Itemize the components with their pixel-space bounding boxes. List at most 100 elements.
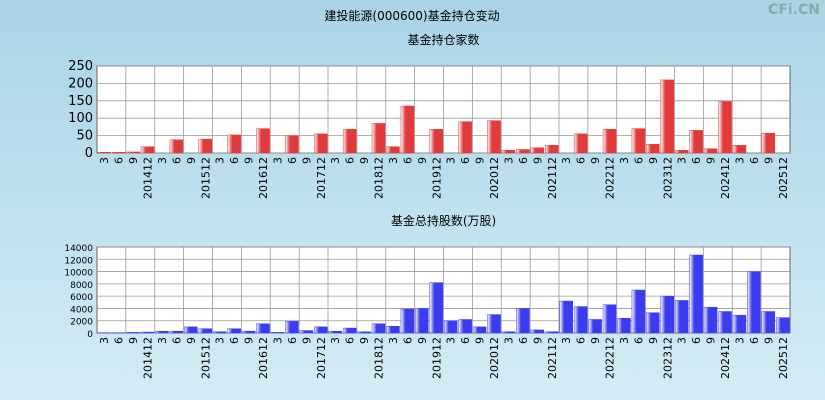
bar — [458, 121, 472, 154]
x-tick-label: 3 — [560, 157, 573, 164]
bar — [357, 331, 371, 334]
x-tick-label: 3 — [271, 337, 284, 344]
bar — [776, 317, 790, 334]
bar — [545, 331, 559, 334]
x-tick-label: 9 — [185, 337, 198, 344]
bar — [573, 306, 588, 334]
bar — [660, 295, 675, 334]
x-tick-label: 6 — [344, 337, 357, 344]
x-tick-label: 3 — [502, 157, 515, 164]
x-tick-label: 6 — [575, 157, 588, 164]
y-tick-label: 200 — [68, 76, 93, 91]
bar — [256, 128, 270, 154]
bar — [487, 120, 501, 154]
bar — [487, 314, 501, 334]
x-tick-label: 9 — [474, 157, 487, 164]
bar — [501, 149, 516, 154]
x-tick-label: 9 — [127, 337, 140, 344]
y-tick-label: 0 — [87, 330, 93, 340]
x-tick-label: 9 — [243, 157, 256, 164]
bar — [126, 151, 140, 154]
x-tick-label: 3 — [98, 157, 111, 164]
bar — [241, 330, 256, 334]
x-tick-label: 3 — [733, 337, 746, 344]
x-tick-label: 6 — [575, 337, 588, 344]
y-tick-label: 250 — [68, 59, 93, 74]
x-tick-label: 201912 — [430, 337, 443, 379]
x-tick-label: 6 — [632, 157, 645, 164]
x-tick-label: 3 — [502, 337, 515, 344]
x-tick-label: 3 — [329, 157, 342, 164]
y-tick-label: 14000 — [64, 244, 93, 254]
x-tick-label: 3 — [271, 157, 284, 164]
bar — [703, 306, 718, 334]
bar — [256, 323, 270, 334]
x-tick-label: 6 — [170, 337, 183, 344]
bar — [501, 331, 516, 334]
x-tick-label: 6 — [517, 157, 530, 164]
bar — [285, 135, 299, 154]
y-tick-label: 10000 — [64, 269, 93, 279]
bar — [314, 326, 328, 334]
x-tick-label: 6 — [517, 337, 530, 344]
bar — [184, 326, 198, 334]
bar — [155, 330, 169, 334]
bar — [646, 144, 660, 154]
x-tick-label: 6 — [344, 157, 357, 164]
x-tick-label: 3 — [156, 337, 169, 344]
bar — [342, 129, 357, 154]
x-tick-label: 202112 — [546, 337, 559, 379]
page-title: 建投能源(000600)基金持仓变动 — [324, 8, 499, 23]
x-tick-label: 9 — [589, 337, 602, 344]
y-tick-label: 150 — [68, 94, 93, 109]
bar — [602, 304, 617, 334]
bar — [386, 146, 400, 154]
bar — [472, 326, 487, 334]
x-tick-label: 3 — [214, 157, 227, 164]
x-tick-label: 3 — [387, 337, 400, 344]
bar — [198, 328, 213, 334]
x-tick-label: 9 — [243, 337, 256, 344]
bar — [270, 332, 285, 334]
bar — [429, 282, 444, 334]
x-tick-label: 3 — [618, 337, 631, 344]
x-tick-label: 6 — [286, 157, 299, 164]
x-tick-label: 3 — [214, 337, 227, 344]
x-tick-label: 201612 — [257, 337, 270, 379]
y-tick-label: 4000 — [70, 305, 93, 315]
bar — [299, 330, 314, 334]
bar — [761, 311, 776, 334]
x-tick-label: 202012 — [488, 337, 501, 379]
bar — [429, 129, 444, 154]
bar — [140, 331, 155, 334]
bar — [559, 300, 573, 334]
watermark: CFi.CN — [768, 2, 820, 18]
x-tick-label: 9 — [705, 157, 718, 164]
bar — [111, 152, 126, 154]
x-tick-label: 9 — [358, 337, 371, 344]
y-tick-label: 50 — [76, 129, 93, 144]
x-tick-label: 9 — [416, 337, 429, 344]
x-tick-label: 202312 — [661, 337, 674, 379]
bar — [631, 128, 646, 154]
bar — [732, 314, 747, 334]
bar — [169, 330, 184, 334]
x-tick-label: 9 — [300, 157, 313, 164]
bar — [371, 123, 386, 154]
bar — [342, 327, 357, 334]
bar — [689, 130, 703, 154]
bar — [732, 145, 747, 154]
bar — [458, 319, 472, 334]
x-tick-label: 3 — [445, 337, 458, 344]
x-tick-label: 6 — [286, 337, 299, 344]
x-tick-label: 6 — [228, 157, 241, 164]
y-tick-label: 100 — [68, 111, 93, 126]
x-tick-label: 201712 — [315, 337, 328, 379]
x-tick-label: 6 — [632, 337, 645, 344]
x-tick-label: 202412 — [719, 337, 732, 379]
x-tick-label: 9 — [300, 337, 313, 344]
x-tick-label: 202012 — [488, 157, 501, 199]
y-tick-label: 8000 — [70, 281, 93, 291]
bar — [718, 311, 732, 334]
